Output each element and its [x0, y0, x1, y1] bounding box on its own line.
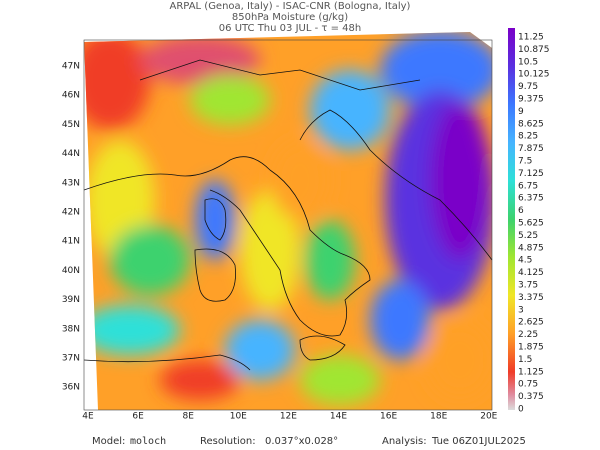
lat-label: 36N	[62, 383, 80, 393]
colorbar-label: 2.25	[518, 330, 538, 340]
lat-label: 42N	[62, 208, 80, 218]
header-line: ARPAL (Genoa, Italy) - ISAC-CNR (Bologna…	[170, 1, 411, 12]
colorbar-label: 10.125	[518, 70, 550, 80]
colorbar-label: 6.75	[518, 181, 538, 191]
lon-label: 14E	[330, 412, 347, 422]
colorbar-label: 8.25	[518, 132, 538, 142]
model: moloch	[130, 436, 166, 447]
lat-label: 40N	[62, 266, 80, 276]
lon-label: 6E	[132, 412, 144, 422]
header-line: 06 UTC Thu 03 JUL - τ = 48h	[219, 23, 361, 34]
colorbar-label: 10.5	[518, 57, 538, 67]
map-frame	[83, 39, 493, 411]
colorbar-label: 3.75	[518, 281, 538, 291]
lat-label: 46N	[62, 91, 80, 101]
colorbar-label: 2.625	[518, 318, 544, 328]
colorbar-label: 1.875	[518, 343, 544, 353]
colorbar-label: 5.25	[518, 231, 538, 241]
colorbar-label: 9.75	[518, 82, 538, 92]
lon-label: 10E	[230, 412, 247, 422]
lat-label: 39N	[62, 295, 80, 305]
colorbar-label: 4.5	[518, 256, 532, 266]
colorbar-label: 0	[518, 405, 524, 415]
lon-label: 12E	[280, 412, 297, 422]
colorbar	[508, 28, 515, 410]
analysis-label: Analysis:	[382, 436, 427, 447]
lat-label: 44N	[62, 149, 80, 159]
lat-label: 45N	[62, 120, 80, 130]
colorbar-label: 9	[518, 107, 524, 117]
lon-label: 20E	[480, 412, 497, 422]
lat-label: 47N	[62, 62, 80, 72]
lon-label: 18E	[430, 412, 447, 422]
colorbar-label: 7.125	[518, 169, 544, 179]
colorbar-label: 1.5	[518, 355, 532, 365]
lon-label: 4E	[82, 412, 94, 422]
moisture-field	[84, 32, 492, 410]
colorbar-label: 6	[518, 206, 524, 216]
colorbar-label: 3	[518, 305, 524, 315]
colorbar-label: 7.5	[518, 157, 532, 167]
lat-label: 38N	[62, 324, 80, 334]
colorbar-label: 5.625	[518, 219, 544, 229]
colorbar-label: 0.375	[518, 392, 544, 402]
colorbar-label: 11.25	[518, 33, 544, 43]
analysis: Tue 06Z01JUL2025	[431, 436, 526, 447]
colorbar-label: 10.875	[518, 45, 550, 55]
header-line: 850hPa Moisture (g/kg)	[232, 12, 348, 23]
resolution: 0.037°x0.028°	[265, 436, 338, 447]
colorbar-label: 8.625	[518, 119, 544, 129]
model-label: Model:	[92, 436, 125, 447]
colorbar-label: 7.875	[518, 144, 544, 154]
lat-label: 43N	[62, 178, 80, 188]
lon-label: 16E	[380, 412, 397, 422]
colorbar-label: 0.75	[518, 380, 538, 390]
lat-label: 37N	[62, 354, 80, 364]
colorbar-label: 9.375	[518, 95, 544, 105]
colorbar-label: 6.375	[518, 194, 544, 204]
lat-label: 41N	[62, 237, 80, 247]
resolution-label: Resolution:	[200, 436, 256, 447]
colorbar-label: 3.375	[518, 293, 544, 303]
colorbar-label: 1.125	[518, 367, 544, 377]
lon-label: 8E	[182, 412, 194, 422]
colorbar-label: 4.875	[518, 243, 544, 253]
coastlines	[83, 59, 493, 371]
colorbar-label: 4.125	[518, 268, 544, 278]
